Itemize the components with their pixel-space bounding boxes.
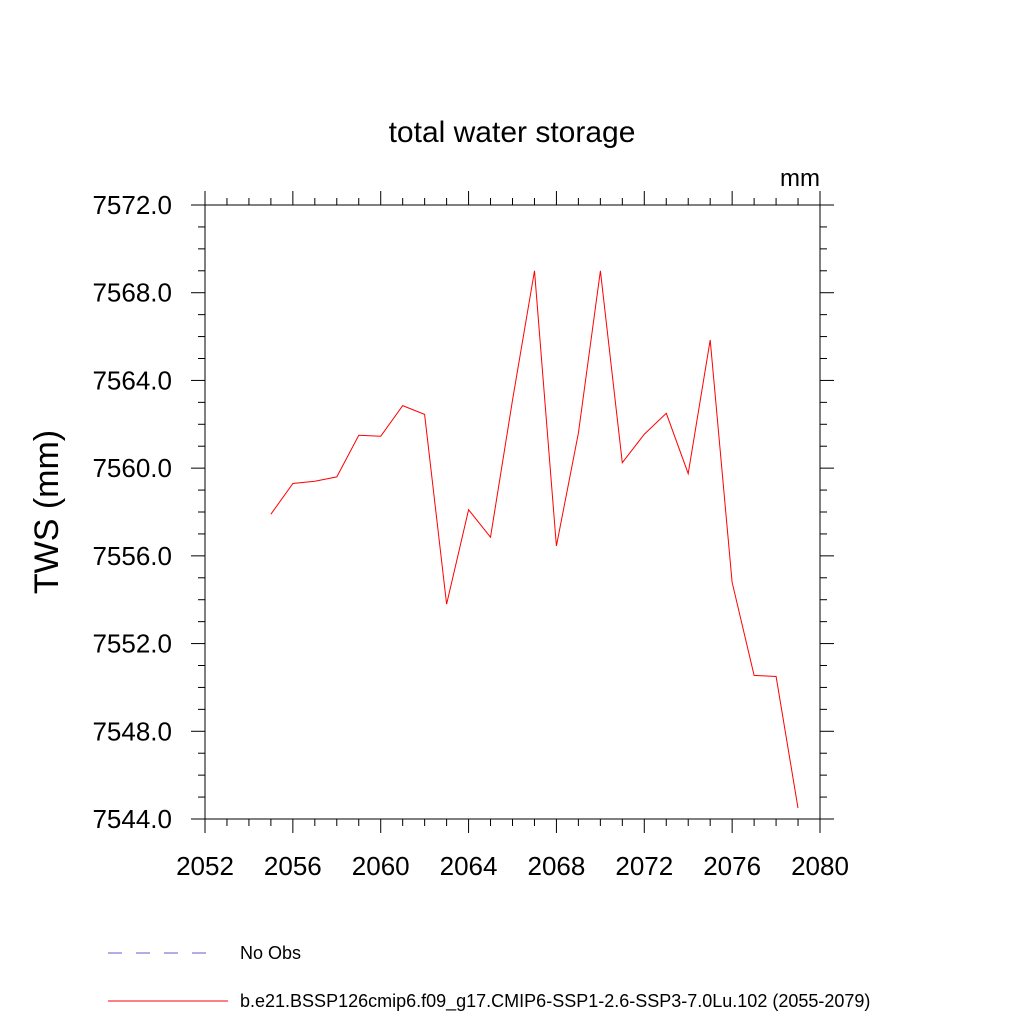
y-tick-label: 7548.0 <box>92 716 172 746</box>
x-tick-label: 2080 <box>791 851 849 881</box>
x-tick-label: 2056 <box>264 851 322 881</box>
y-tick-label: 7552.0 <box>92 629 172 659</box>
y-tick-label: 7568.0 <box>92 278 172 308</box>
plot-frame <box>204 204 821 820</box>
x-tick-label: 2052 <box>176 851 234 881</box>
y-tick-labels: 7544.0 7548.0 7552.0 7556.0 7560.0 7564.0 7568… <box>92 190 172 834</box>
chart-title: total water storage <box>389 116 636 149</box>
units-label: mm <box>780 165 820 192</box>
y-tick-label: 7544.0 <box>92 804 172 834</box>
legend-label-no-obs: No Obs <box>240 943 301 963</box>
x-tick-labels: 2052 2056 2060 2064 2068 2072 2076 2080 <box>176 851 849 881</box>
y-tick-label: 7572.0 <box>92 190 172 220</box>
x-tick-label: 2072 <box>615 851 673 881</box>
x-tick-label: 2068 <box>528 851 586 881</box>
axis-ticks <box>191 191 834 833</box>
legend-label-model: b.e21.BSSP126cmip6.f09_g17.CMIP6-SSP1-2.… <box>240 991 870 1012</box>
series-line-1 <box>270 270 799 809</box>
x-tick-label: 2060 <box>352 851 410 881</box>
y-tick-label: 7564.0 <box>92 365 172 395</box>
legend: No Obs b.e21.BSSP126cmip6.f09_g17.CMIP6-… <box>108 943 870 1012</box>
y-tick-label: 7560.0 <box>92 453 172 483</box>
series-lines <box>270 270 799 809</box>
x-tick-label: 2064 <box>440 851 498 881</box>
y-tick-label: 7556.0 <box>92 541 172 571</box>
y-axis-label: TWS (mm) <box>28 430 66 594</box>
x-tick-label: 2076 <box>703 851 761 881</box>
